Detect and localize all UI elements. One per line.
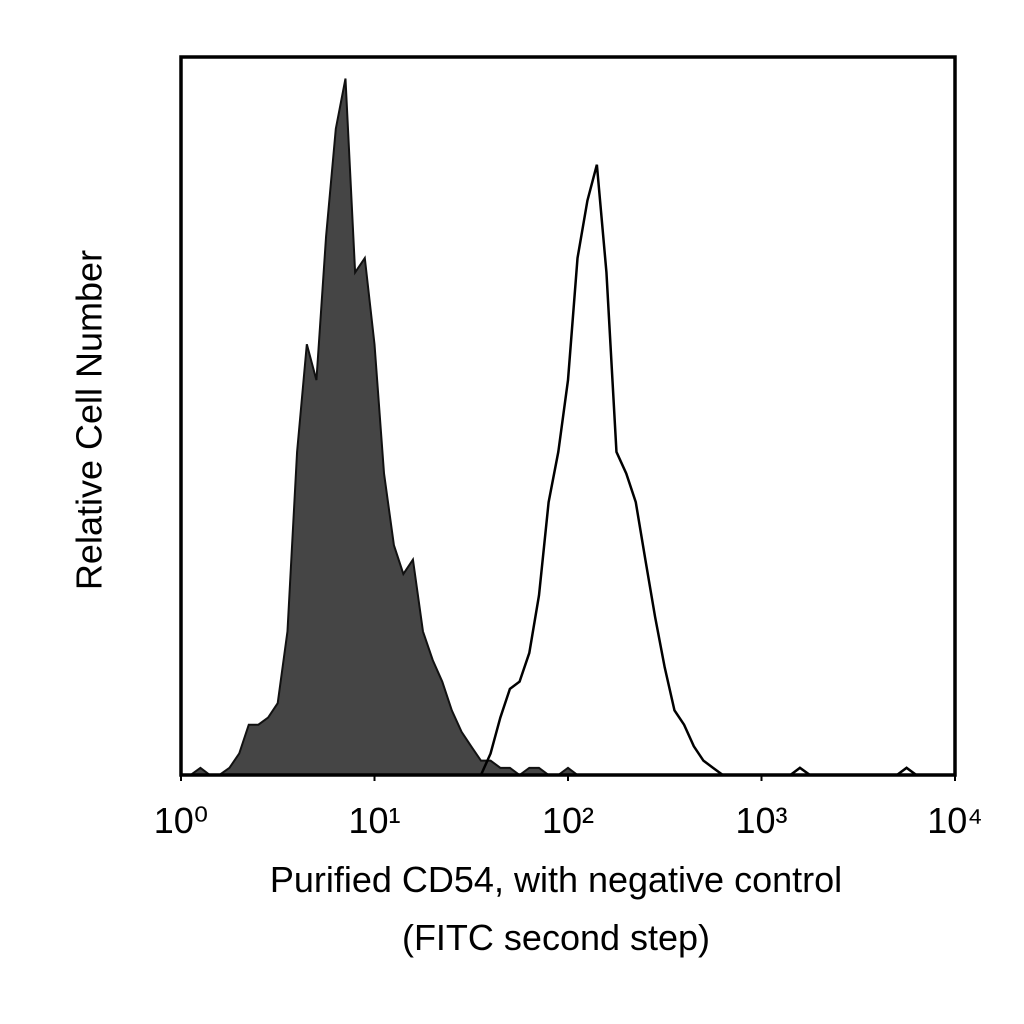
x-tick-label: 10¹ — [348, 800, 400, 841]
x-tick-label: 10³ — [735, 800, 787, 841]
filled-histogram — [181, 78, 955, 777]
x-axis-label: Purified CD54, with negative control — [270, 859, 842, 900]
x-axis-label: (FITC second step) — [402, 917, 710, 958]
x-tick-label: 10⁴ — [927, 800, 983, 841]
x-tick-label: 10² — [542, 800, 594, 841]
y-axis-label: Relative Cell Number — [69, 250, 110, 590]
x-tick-label: 10⁰ — [154, 800, 208, 841]
